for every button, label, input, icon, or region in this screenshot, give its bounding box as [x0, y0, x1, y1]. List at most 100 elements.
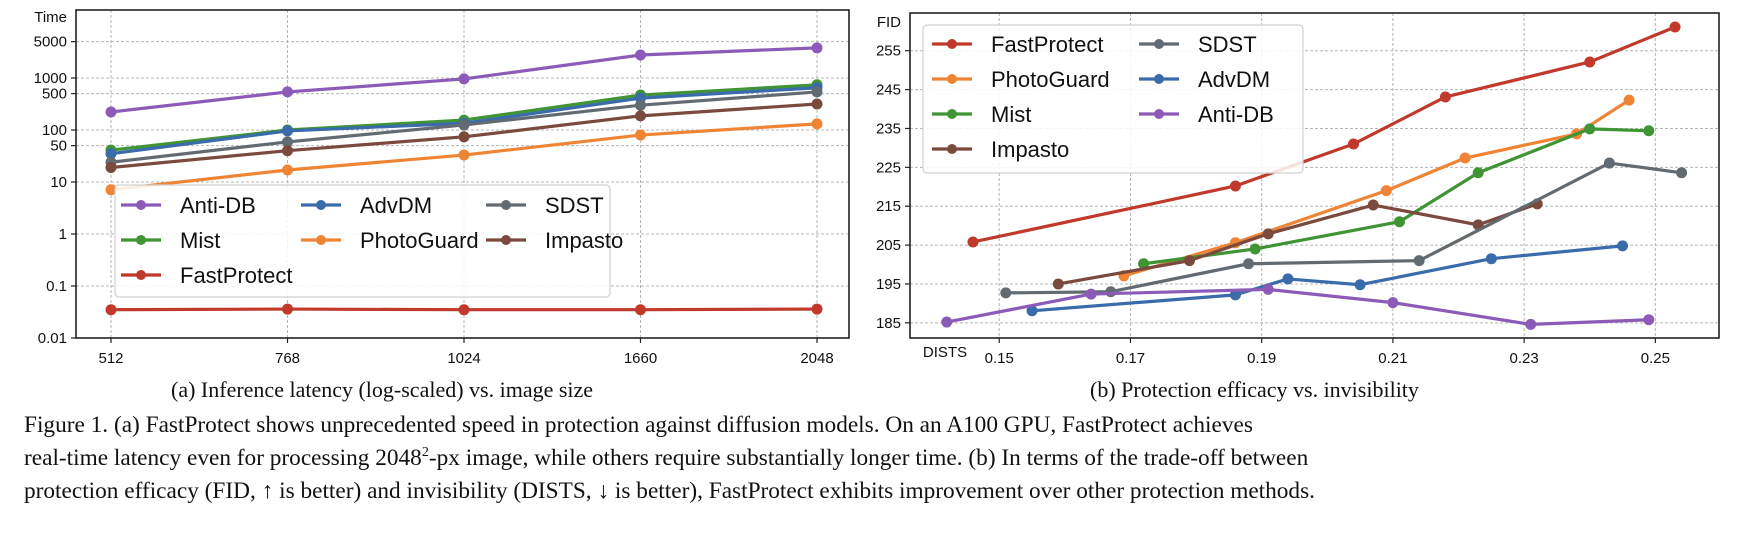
data-point-photoguard: [1623, 94, 1635, 106]
data-point-mist: [1584, 123, 1596, 135]
data-point-anti-db: [635, 49, 646, 61]
caption-line-2-pre: real-time latency even for processing 20…: [24, 445, 422, 471]
legend: Anti-DB Mist FastProtect AdvDM PhotoGuard SDS…: [114, 184, 623, 298]
y-tick-label: 245: [876, 82, 901, 99]
legend-label: PhotoGuard: [991, 67, 1110, 92]
plot-frame: [75, 9, 850, 339]
data-point-anti-db: [1643, 314, 1655, 326]
data-point-impasto: [811, 98, 823, 110]
series-line-impasto: [1058, 202, 1538, 286]
legend-item-photoguard: PhotoGuard: [932, 67, 1110, 92]
data-point-photoguard: [282, 164, 293, 176]
series-impasto: [105, 98, 823, 174]
data-point-anti-db: [1387, 297, 1399, 309]
legend-label: Mist: [180, 228, 220, 253]
data-point-advdm: [282, 125, 293, 137]
legend-item-photoguard: PhotoGuard: [301, 228, 479, 253]
data-point-sdst: [1000, 287, 1012, 299]
data-point-fastprotect: [458, 304, 470, 316]
y-tick-label: 500: [42, 86, 67, 103]
data-point-sdst: [811, 86, 823, 98]
data-point-mist: [1643, 125, 1655, 137]
data-point-fastprotect: [1439, 91, 1451, 103]
data-point-fastprotect: [967, 236, 979, 248]
legend-item-impasto: Impasto: [486, 228, 623, 253]
data-point-advdm: [1026, 305, 1038, 317]
y-tick-label: 1: [59, 226, 67, 243]
data-point-fastprotect: [1229, 180, 1241, 192]
data-point-impasto: [1184, 255, 1196, 267]
legend-label: Impasto: [545, 228, 623, 253]
data-point-impasto: [458, 131, 470, 143]
legend-swatch-marker: [316, 235, 326, 245]
data-point-impasto: [1262, 228, 1274, 240]
legend: FastProtect PhotoGuard Mist Impasto SDST AdvD…: [922, 24, 1304, 174]
legend-swatch-marker: [947, 74, 957, 84]
legend-label: SDST: [545, 193, 604, 218]
data-point-sdst: [282, 136, 293, 148]
series-line-mist: [1143, 127, 1649, 266]
y-axis-label: FID: [877, 14, 901, 31]
data-point-impasto: [282, 145, 293, 157]
x-tick-label: 768: [275, 350, 300, 367]
data-point-fastprotect: [811, 303, 823, 315]
series-mist: [1138, 123, 1655, 270]
data-point-mist: [1472, 167, 1484, 179]
data-point-anti-db: [1085, 288, 1097, 300]
caption-line-2-post: -px image, while others require substant…: [428, 445, 1309, 471]
subcaption-b: (b) Protection efficacy vs. invisibility: [1090, 377, 1419, 402]
data-point-impasto: [1367, 199, 1379, 211]
legend-box: [922, 24, 1304, 174]
figure-caption: Figure 1. (a) FastProtect shows unpreced…: [24, 409, 1744, 508]
y-tick-label: 5000: [34, 34, 67, 51]
data-point-sdst: [1676, 167, 1688, 179]
legend-item-mist: Mist: [121, 228, 220, 253]
data-point-fastprotect: [1584, 56, 1596, 68]
data-point-sdst: [1413, 255, 1425, 267]
data-point-mist: [1249, 243, 1261, 255]
legend-item-mist: Mist: [932, 102, 1031, 127]
data-point-anti-db: [282, 86, 293, 98]
y-tick-label: 0.1: [46, 278, 67, 295]
legend-label: AdvDM: [360, 193, 432, 218]
x-tick-label: 0.19: [1247, 350, 1276, 367]
series-line-fastprotect: [972, 25, 1676, 244]
legend-label: FastProtect: [991, 32, 1103, 57]
data-point-sdst: [635, 99, 646, 111]
data-point-impasto: [1052, 278, 1064, 290]
data-point-photoguard: [1459, 152, 1471, 164]
legend-swatch-marker: [947, 109, 957, 119]
subcaption-a: (a) Inference latency (log-scaled) vs. i…: [171, 377, 594, 402]
legend-item-sdst: SDST: [1139, 32, 1257, 57]
legend-label: Anti-DB: [1198, 102, 1274, 127]
legend-item-anti-db: Anti-DB: [121, 193, 256, 218]
data-point-advdm: [1282, 273, 1294, 285]
x-axis-label: DISTS: [923, 344, 967, 361]
y-axis-label: Time: [34, 9, 67, 26]
data-point-photoguard: [458, 149, 470, 161]
data-point-mist: [1138, 258, 1150, 270]
legend-swatch-marker: [316, 200, 326, 210]
y-tick-label: 215: [876, 198, 901, 215]
legend-label: Impasto: [991, 137, 1069, 162]
x-tick-label: 0.25: [1641, 350, 1670, 367]
x-tick-label: 0.21: [1378, 350, 1407, 367]
x-tick-label: 1660: [624, 350, 657, 367]
chart-b-efficacy: 185 195 205 215 225 235 245 255 FID 0.15 0.17 0.19 0…: [876, 12, 1720, 367]
legend-label: FastProtect: [180, 263, 292, 288]
series-photoguard: [105, 118, 823, 196]
data-point-anti-db: [811, 42, 823, 54]
y-tick-label: 0.01: [38, 330, 67, 347]
plot-frame: [909, 12, 1720, 339]
data-point-fastprotect: [282, 303, 293, 315]
y-tick-label: 50: [50, 138, 67, 155]
legend-item-fastprotect: FastProtect: [932, 32, 1103, 57]
legend-swatch-marker: [501, 200, 511, 210]
legend-box: [114, 184, 611, 298]
legend-item-sdst: SDST: [486, 193, 604, 218]
y-tick-label: 255: [876, 43, 901, 60]
caption-line-2: real-time latency even for processing 20…: [24, 442, 1744, 475]
data-point-photoguard: [635, 129, 646, 141]
caption-line-3: protection efficacy (FID, ↑ is better) a…: [24, 478, 1315, 504]
data-point-anti-db: [105, 106, 117, 118]
